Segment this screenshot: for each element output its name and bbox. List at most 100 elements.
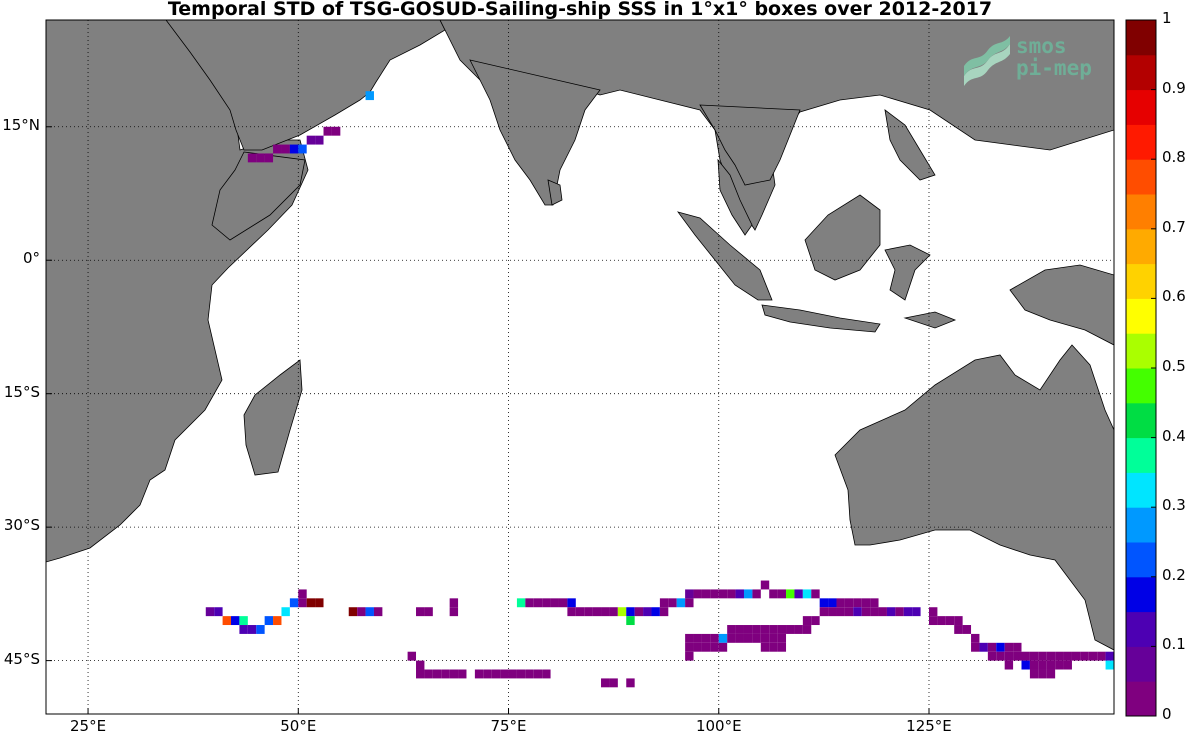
std-cell [239,616,248,626]
std-cell [247,153,257,163]
std-cell [601,607,610,617]
colorbar-tick-label: 0.4 [1162,426,1186,445]
std-cell [617,607,627,617]
std-cell [752,625,761,634]
std-cell [458,669,467,679]
colorbar-tick-label: 0 [1162,705,1172,723]
map-ticks [46,126,930,714]
std-cell [685,642,694,652]
std-cell [575,607,585,617]
std-cell [449,607,459,617]
colorbar-segment [1126,54,1156,91]
std-cell [508,669,517,679]
std-cell [306,598,316,608]
std-cell [752,589,761,599]
std-cell [979,642,988,652]
std-cell [962,625,972,634]
std-cell [357,607,366,617]
std-cell [516,669,526,679]
colorbar-segment [1126,576,1156,613]
std-cell [886,607,896,617]
colorbar-segment [1126,402,1156,439]
std-cell [861,607,871,617]
std-cell [1105,660,1114,670]
std-cell [735,633,744,643]
lon-tick-label: 125°E [906,717,952,735]
std-cell [954,616,963,626]
std-cell [449,669,459,679]
colorbar-frame [1125,19,1157,717]
colorbar-segment [1126,507,1156,543]
std-cell [693,589,702,599]
std-cell [416,607,425,617]
std-cell [786,589,795,599]
colorbar-segment [1126,89,1156,125]
std-cell [525,669,534,679]
colorbar-segment [1126,159,1156,195]
std-cell [710,633,719,643]
lat-tick-label: 0° [22,249,40,268]
colorbar-segment [1126,646,1156,682]
std-cell [903,607,913,617]
colorbar-segment [1126,368,1156,404]
std-cell [777,589,787,599]
land-borneo [804,194,881,281]
lat-tick-label: 15°S [3,382,40,401]
std-cell [685,633,694,643]
std-cell [802,625,812,634]
std-cell [802,589,812,599]
std-cell [567,607,576,617]
std-cell [247,625,257,634]
std-cell [432,669,442,679]
colorbar-segment [1126,542,1156,578]
std-cell [441,669,450,679]
std-cell [1046,651,1056,661]
std-cell [928,616,938,626]
land-indochina [699,104,801,186]
std-cell [601,678,610,688]
std-cell [1038,669,1047,679]
land-timor [903,311,957,329]
std-cell [811,616,820,626]
std-cell [1038,660,1047,670]
std-cell [365,607,374,617]
colorbar-segment [1126,263,1156,299]
std-cell [592,607,602,617]
std-cell [710,589,719,599]
std-cell [743,589,753,599]
std-cell [407,651,417,661]
std-cell [685,651,694,661]
std-cell [769,589,778,599]
std-cell [828,607,837,617]
std-cell [668,598,677,608]
std-cell [331,126,341,136]
std-cell [836,607,845,617]
land-layer [46,20,1114,651]
std-cell [634,607,644,617]
std-cell [777,633,787,643]
std-cell [701,633,711,643]
std-cell [743,625,753,634]
land-malay-peninsula [717,158,753,236]
std-cell [289,144,299,154]
std-cell [819,607,829,617]
colorbar-segment [1126,194,1156,230]
std-cell [525,598,534,608]
colorbar-tick-label: 0.6 [1162,287,1186,306]
std-cell [870,607,879,617]
colorbar-segment [1126,124,1156,160]
std-cell [727,625,736,634]
std-cell [500,669,509,679]
std-cell [760,580,770,590]
std-cell [760,633,770,643]
std-cell [239,625,248,634]
std-cell [281,607,290,617]
map-title: Temporal STD of TSG-GOSUD-Sailing-ship S… [167,0,993,20]
std-cell [1088,651,1098,661]
colorbar-tick-label: 0.8 [1162,148,1186,167]
std-cell [1021,660,1030,670]
colorbar-tick-label: 0.2 [1162,565,1186,584]
std-cell [819,598,829,608]
land-sulawesi [884,244,931,301]
